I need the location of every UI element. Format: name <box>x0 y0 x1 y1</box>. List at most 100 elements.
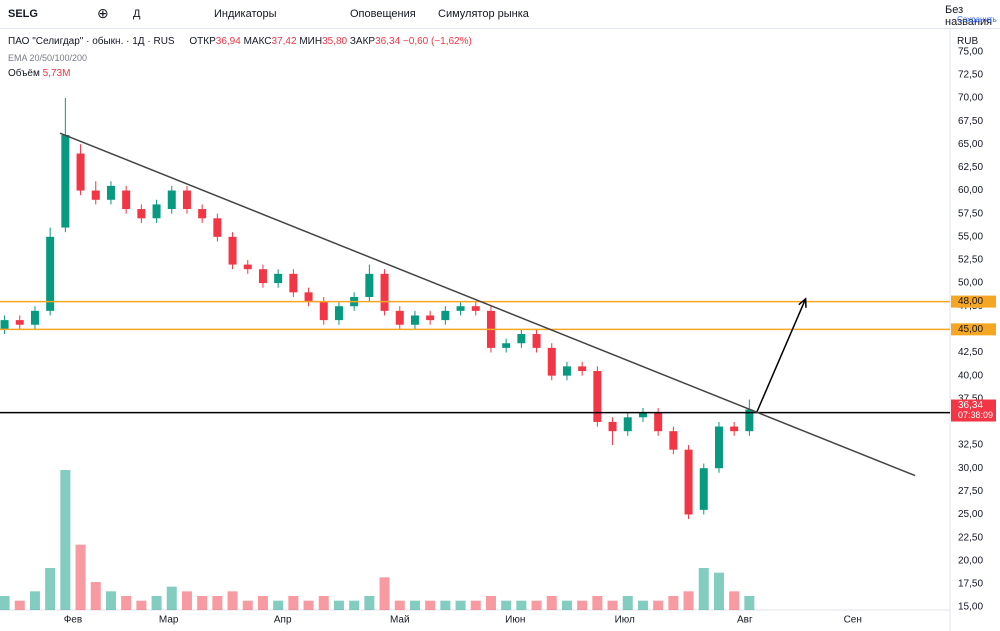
volume-bar <box>318 596 329 610</box>
y-tick-label: 30,00 <box>958 463 983 474</box>
volume-bar <box>181 591 192 610</box>
candle-body <box>228 236 237 265</box>
add-icon[interactable]: ⊕ <box>97 5 109 21</box>
label: ЗАКР <box>349 36 376 47</box>
y-tick-label: 72,50 <box>958 69 983 80</box>
x-tick-label: Сен <box>844 615 862 626</box>
y-tick-label: 25,00 <box>958 509 983 520</box>
volume-bar <box>75 544 86 610</box>
y-tick-label: 65,00 <box>958 139 983 150</box>
candle-body <box>623 417 632 432</box>
volume-legend: Объём 5,73M <box>8 68 70 79</box>
candle-body <box>426 315 435 321</box>
candle-body <box>745 409 754 432</box>
candle-body <box>198 209 207 219</box>
candle-body <box>441 310 450 321</box>
alerts[interactable]: Оповещения <box>350 8 416 20</box>
instrument: ПАО "Селигдар" · обыкн. · 1Д · RUS <box>8 36 175 47</box>
candle-body <box>502 343 511 348</box>
candle-body <box>319 301 328 321</box>
layout-name[interactable]: Без названия <box>945 4 993 28</box>
arrow-head <box>798 297 807 308</box>
y-tick-label: 67,50 <box>958 116 983 127</box>
volume-bar <box>288 596 299 610</box>
volume-bar <box>212 596 223 610</box>
candle-body <box>274 273 283 284</box>
x-tick-label: Фев <box>64 615 82 626</box>
candle-body <box>395 310 404 325</box>
trendline <box>59 132 916 477</box>
candle-body <box>562 366 571 376</box>
y-tick-label: 70,00 <box>958 93 983 104</box>
volume-bar <box>546 596 557 610</box>
candle-body <box>46 236 55 311</box>
y-tick-label: 57,50 <box>958 208 983 219</box>
volume-bar <box>45 568 56 610</box>
candle-body <box>517 333 526 344</box>
candle-body <box>167 190 176 210</box>
candle-body <box>0 320 9 330</box>
volume-bar <box>151 596 162 610</box>
volume-bar <box>440 600 451 610</box>
candle-body <box>456 306 465 311</box>
candle-body <box>213 218 222 237</box>
volume-bar <box>561 600 572 610</box>
candle-body <box>365 273 374 297</box>
arrow <box>756 298 807 413</box>
candle-body <box>532 333 541 348</box>
label: МИН <box>299 36 323 47</box>
x-tick-label: Июл <box>615 615 635 626</box>
volume-bar <box>729 591 740 610</box>
currency[interactable]: RUB <box>957 36 979 47</box>
label: Объём <box>8 68 40 79</box>
level-label: 48,00 <box>958 296 983 307</box>
volume-bar <box>257 596 268 610</box>
volume-bar <box>90 582 101 610</box>
volume-bar <box>333 600 344 610</box>
level-box <box>951 323 996 336</box>
volume-bar <box>425 600 436 610</box>
volume-bar <box>455 600 466 610</box>
x-tick-label: Июн <box>505 615 525 626</box>
y-tick-label: 50,00 <box>958 278 983 289</box>
y-tick-label: 42,50 <box>958 347 983 358</box>
candle-body <box>243 264 252 270</box>
value: 36,34 <box>375 36 401 47</box>
volume-bar <box>0 596 10 610</box>
volume-bar <box>470 600 481 610</box>
x-tick-label: Апр <box>274 615 292 626</box>
label: ОТКР <box>189 36 216 47</box>
candle-body <box>334 306 343 321</box>
price-box <box>951 399 996 422</box>
y-tick-label: 20,00 <box>958 555 983 566</box>
volume-bar <box>683 591 694 610</box>
candle-body <box>76 153 85 191</box>
simulator[interactable]: Симулятор рынка <box>438 8 529 20</box>
symbol[interactable]: SELG <box>8 8 38 20</box>
y-tick-label: 60,00 <box>958 185 983 196</box>
volume-bar <box>227 591 238 610</box>
candle-body <box>684 449 693 515</box>
price-timer: 07:38:09 <box>958 410 993 420</box>
legend: ПАО "Селигдар" · обыкн. · 1Д · RUS ОТКР 3… <box>8 36 472 47</box>
candle-body <box>654 412 663 432</box>
candle-body <box>410 315 419 325</box>
y-tick-label: 15,00 <box>958 602 983 613</box>
candle-body <box>289 273 298 293</box>
volume-bar <box>409 600 420 610</box>
y-tick-label: 27,50 <box>958 486 983 497</box>
volume-bar <box>121 596 132 610</box>
save[interactable]: Сохранить <box>957 15 997 24</box>
candle-body <box>15 320 24 325</box>
candle-body <box>152 204 161 219</box>
y-tick-label: 17,50 <box>958 579 983 590</box>
volume-bar <box>592 596 603 610</box>
price-label: 36,34 <box>958 400 983 411</box>
candle-body <box>122 190 131 210</box>
interval[interactable]: Д <box>133 8 141 20</box>
indicators[interactable]: Индикаторы <box>214 8 277 20</box>
candle-body <box>638 412 647 418</box>
value: 37,42 <box>271 36 297 47</box>
